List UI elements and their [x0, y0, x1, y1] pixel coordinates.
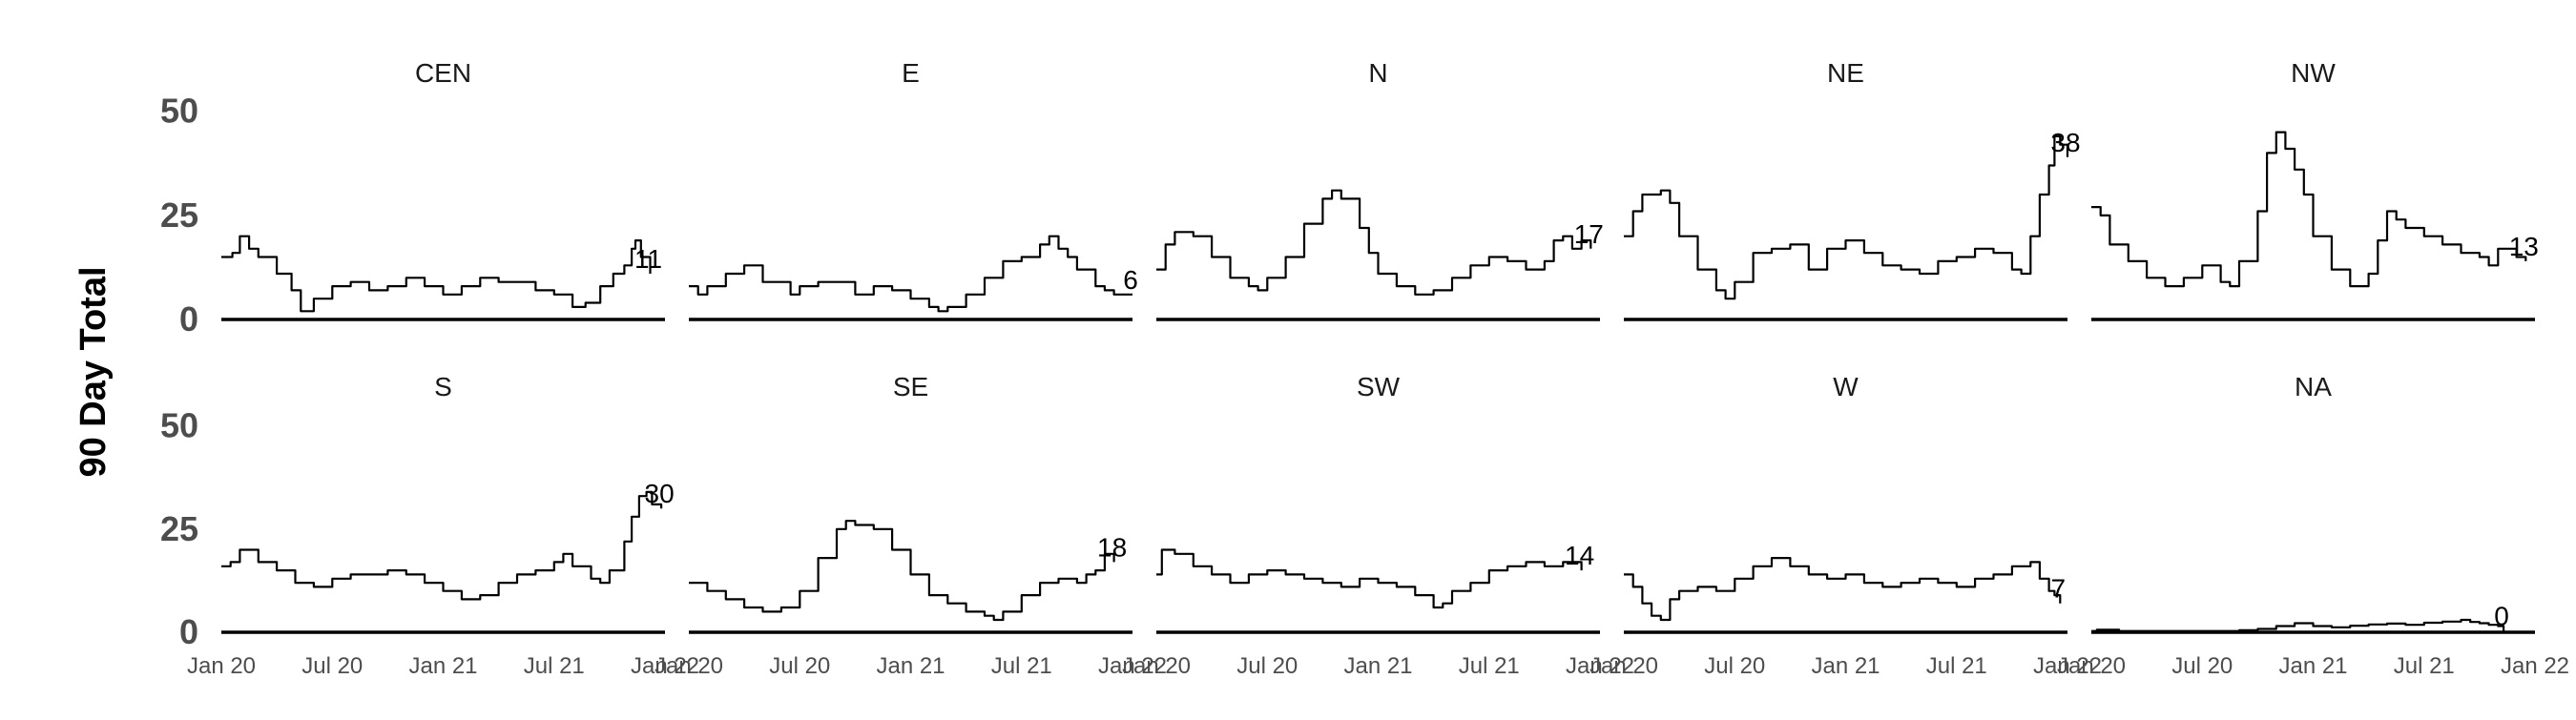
x-tick-label: Jul 21 — [1459, 653, 1520, 679]
panel-title: NW — [2291, 58, 2336, 88]
end-value-label: 17 — [1574, 219, 1604, 249]
x-tick-label: Jan 20 — [654, 653, 723, 679]
panel-ne: NE 38 — [1624, 58, 2081, 321]
end-value-label: 14 — [1565, 541, 1594, 570]
end-value-label: 13 — [2509, 232, 2539, 261]
panel-nw: NW 13 — [2091, 58, 2539, 321]
y-tick-label: 0 — [179, 299, 198, 339]
panel-title: N — [1368, 58, 1387, 88]
panel-title: NA — [2295, 372, 2332, 401]
x-tick-label: Jan 20 — [1589, 653, 1658, 679]
series-line — [1624, 134, 2069, 300]
series-line — [1624, 557, 2062, 622]
end-value-label: 0 — [2494, 602, 2509, 631]
x-tick-label: Jan 22 — [1098, 653, 1167, 679]
series-line — [2091, 131, 2527, 288]
x-tick-label: Jan 20 — [2057, 653, 2126, 679]
x-tick-label: Jan 21 — [408, 653, 477, 679]
panel-e: E6 — [689, 58, 1138, 321]
y-tick-label: 25 — [160, 195, 198, 235]
x-tick-label: Jul 20 — [1704, 653, 1765, 679]
panel-title: W — [1833, 372, 1859, 401]
series-line — [689, 235, 1132, 313]
x-tick-label: Jan 21 — [876, 653, 945, 679]
x-tick-label: Jan 22 — [1566, 653, 1634, 679]
panel-sw: SW 14 Jan 20 Jul 20 Jan 21 Jul 21 Jan 22 — [1122, 372, 1634, 679]
panel-s: S 30 Jan 20 Jul 20 Jan 21 Jul 21 Jan 22 — [187, 372, 699, 679]
panel-title: E — [902, 58, 920, 88]
end-value-label: 38 — [2050, 128, 2080, 157]
panel-title: NE — [1827, 58, 1864, 88]
x-tick-label: Jan 20 — [1122, 653, 1191, 679]
panel-se: SE 18 Jan 20 Jul 20 Jan 21 Jul 21 Jan 22 — [654, 372, 1167, 679]
end-value-label: 11 — [634, 244, 662, 274]
y-tick-label: 25 — [160, 509, 198, 548]
series-line — [689, 520, 1115, 622]
y-axis-label: 90 Day Total — [73, 266, 114, 477]
panel-na: NA 0 Jan 20 Jul 20 Jan 21 Jul 21 Jan 22 — [2057, 372, 2569, 679]
series-line — [1156, 548, 1583, 609]
end-value-label: 18 — [1097, 532, 1127, 562]
panel-title: SE — [893, 372, 928, 401]
x-tick-label: Jan 21 — [1811, 653, 1880, 679]
panel-w: W 7 Jan 20 Jul 20 Jan 21 Jul 21 Jan 22 — [1589, 372, 2102, 679]
end-value-label: 30 — [645, 479, 675, 508]
x-tick-label: Jul 20 — [769, 653, 830, 679]
x-tick-label: Jul 21 — [991, 653, 1052, 679]
x-tick-label: Jan 21 — [1343, 653, 1412, 679]
panel-title: S — [434, 372, 452, 401]
x-tick-label: Jul 21 — [524, 653, 585, 679]
x-tick-label: Jul 21 — [1926, 653, 1987, 679]
x-tick-label: Jul 21 — [2394, 653, 2455, 679]
x-tick-label: Jan 22 — [2501, 653, 2569, 679]
x-tick-label: Jul 20 — [301, 653, 363, 679]
panel-n: N 17 — [1156, 58, 1604, 321]
series-line — [1156, 189, 1592, 296]
x-tick-label: Jan 20 — [187, 653, 256, 679]
y-tick-label: 50 — [160, 92, 198, 131]
x-tick-label: Jan 22 — [2033, 653, 2102, 679]
y-tick-label: 50 — [160, 406, 198, 445]
panel-title: SW — [1357, 372, 1401, 401]
end-value-label: 6 — [1123, 265, 1138, 295]
panel-title: CEN — [415, 58, 471, 88]
series-line — [221, 235, 652, 313]
end-value-label: 7 — [2050, 574, 2066, 604]
x-tick-label: Jan 22 — [631, 653, 699, 679]
x-tick-label: Jul 20 — [2171, 653, 2233, 679]
x-tick-label: Jan 21 — [2278, 653, 2347, 679]
y-tick-label: 0 — [179, 612, 198, 651]
series-line — [221, 490, 663, 601]
series-line — [2091, 618, 2505, 632]
panel-cen: CEN 11 — [221, 58, 665, 321]
x-tick-label: Jul 20 — [1236, 653, 1298, 679]
